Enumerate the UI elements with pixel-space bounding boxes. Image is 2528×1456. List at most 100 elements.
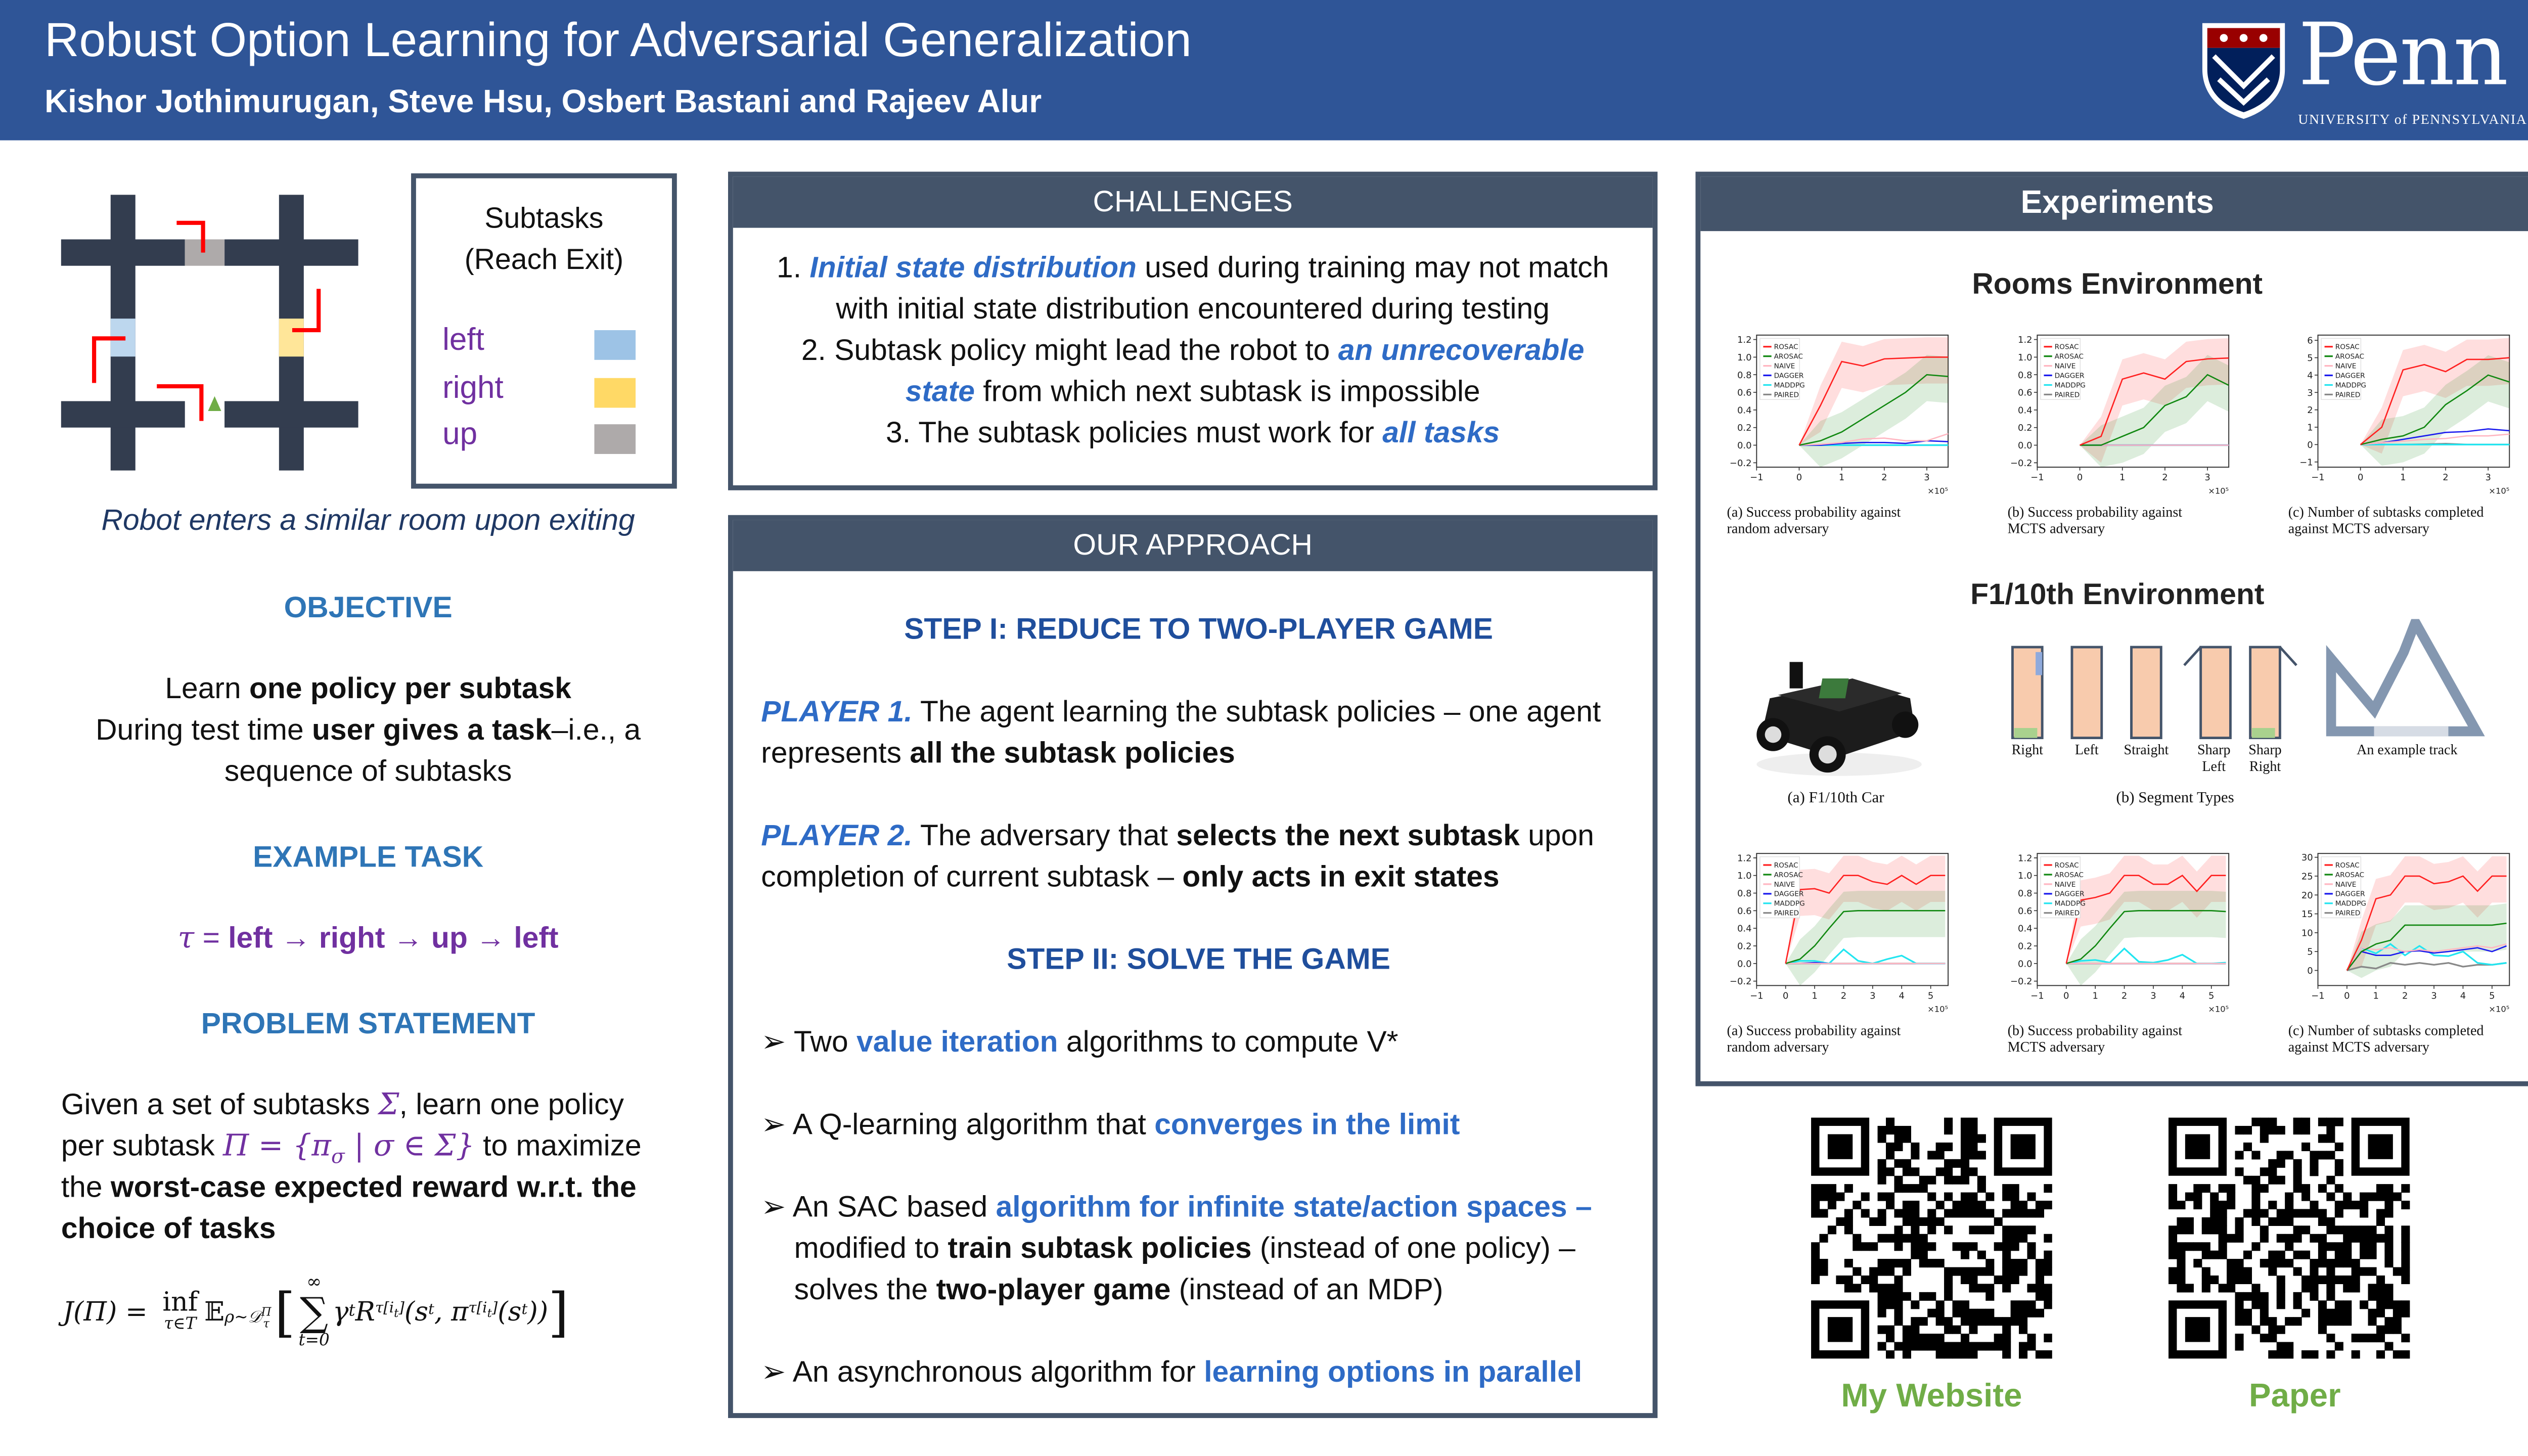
qr-module xyxy=(2276,1217,2285,1226)
qr-module xyxy=(2318,1308,2327,1317)
qr-module xyxy=(2301,1126,2311,1135)
legend-label: ROSAC xyxy=(1774,861,1798,870)
qr-module xyxy=(2251,1209,2261,1218)
qr-module xyxy=(2334,1184,2343,1193)
qr-module xyxy=(2326,1267,2335,1276)
qr-module xyxy=(1844,1209,1853,1218)
qr-module xyxy=(1911,1217,1920,1226)
qr-module xyxy=(1977,1308,1986,1317)
qr-module xyxy=(1902,1209,1911,1218)
qr-module xyxy=(1894,1292,1903,1301)
qr-module xyxy=(1969,1142,1978,1152)
y-tick-label: 1.0 xyxy=(1737,871,1752,881)
qr-module xyxy=(2268,1217,2277,1226)
qr-module xyxy=(2276,1292,2285,1301)
qr-module xyxy=(2401,1275,2410,1285)
qr-module xyxy=(2210,1250,2219,1259)
qr-module xyxy=(1960,1159,1970,1168)
qr-module xyxy=(2343,1284,2352,1293)
y-tick-label: 0.2 xyxy=(2018,941,2033,952)
subtasks-legend: Subtasks (Reach Exit) left right up xyxy=(411,173,677,489)
qr-module xyxy=(2334,1225,2343,1235)
qr-module xyxy=(1885,1126,1895,1135)
qr-module xyxy=(2235,1126,2244,1135)
qr-module xyxy=(1877,1126,1886,1135)
qr-module xyxy=(2035,1292,2044,1301)
qr-module xyxy=(2210,1275,2219,1285)
legend-label: AROSAC xyxy=(1774,353,1803,361)
chart-svg: −0.2 0.0 0.2 0.4 0.6 0.8 1.0 1.2 −1 0 1 2 3 4 5 ×10⁵ ROS… xyxy=(2008,853,2230,1055)
qr-module xyxy=(2318,1209,2327,1218)
player2-text: PLAYER 2. The adversary that selects the… xyxy=(761,818,1594,893)
qr-module xyxy=(1919,1250,1928,1259)
chart-svg: −0.2 0.0 0.2 0.4 0.6 0.8 1.0 1.2 −1 0 1 2 3 4 5 ×10⁵ ROS… xyxy=(1727,853,1949,1055)
qr-module xyxy=(2276,1284,2285,1293)
qr-module xyxy=(1960,1209,1970,1218)
qr-module xyxy=(1911,1317,1920,1326)
qr-module xyxy=(2251,1151,2261,1160)
website-qr-code[interactable] xyxy=(1811,1117,2052,1359)
qr-module xyxy=(2235,1217,2244,1226)
qr-module xyxy=(2010,1317,2019,1326)
chart-svg: −0.2 0.0 0.2 0.4 0.6 0.8 1.0 1.2 −1 0 1 2 3 ×10⁵ ROSAC… xyxy=(2008,334,2230,537)
qr-module xyxy=(1902,1184,1911,1193)
qr-module xyxy=(1985,1209,1995,1218)
legend-label: AROSAC xyxy=(2055,871,2084,879)
qr-module xyxy=(2368,1334,2377,1343)
qr-module xyxy=(2384,1201,2394,1210)
paper-link[interactable]: Paper xyxy=(2249,1378,2341,1415)
qr-module xyxy=(1902,1234,1911,1243)
qr-module xyxy=(2285,1259,2294,1268)
qr-module xyxy=(1952,1159,1961,1168)
y-tick-label: 0.4 xyxy=(1737,405,1752,416)
website-link[interactable]: My Website xyxy=(1841,1378,2022,1415)
qr-module xyxy=(1885,1142,1895,1152)
qr-module xyxy=(1885,1192,1895,1201)
qr-module xyxy=(2177,1217,2186,1226)
qr-module xyxy=(1985,1225,1995,1235)
legend-label: AROSAC xyxy=(2335,353,2364,361)
qr-module xyxy=(2392,1317,2402,1326)
qr-module xyxy=(1819,1184,1828,1193)
y-tick-label: 0.0 xyxy=(1737,440,1752,451)
x-tick-label: 4 xyxy=(2180,991,2185,1002)
qr-module xyxy=(2243,1175,2252,1185)
y-tick-label: 0.4 xyxy=(2018,405,2033,416)
qr-module xyxy=(1985,1317,1995,1326)
qr-module xyxy=(1885,1325,1895,1334)
qr-module xyxy=(1811,1242,1820,1251)
subtask-up-label: up xyxy=(442,418,478,452)
y-tick-label: −0.2 xyxy=(1730,976,1752,987)
qr-module xyxy=(2376,1308,2385,1317)
legend-box xyxy=(2040,338,2081,400)
qr-module xyxy=(1919,1242,1928,1251)
x-tick-label: 1 xyxy=(1812,991,1817,1002)
qr-module xyxy=(2019,1267,2028,1276)
chart-rooms-a: −0.2 0.0 0.2 0.4 0.6 0.8 1.0 1.2 −1 0 1 2 3 ×10⁵ ROSAC… xyxy=(1717,325,1965,556)
qr-module xyxy=(2044,1350,2052,1359)
qr-module xyxy=(1994,1275,2003,1285)
qr-module xyxy=(2218,1184,2227,1193)
qr-module xyxy=(2376,1325,2385,1334)
legend-label: PAIRED xyxy=(2335,909,2361,918)
paper-qr-code[interactable] xyxy=(2168,1117,2410,1359)
x-tick-label: 2 xyxy=(2162,472,2168,483)
qr-module xyxy=(1969,1242,1978,1251)
qr-module xyxy=(2268,1250,2277,1259)
qr-module xyxy=(1885,1167,1895,1176)
qr-module xyxy=(1960,1175,1970,1185)
qr-module xyxy=(2235,1267,2244,1276)
qr-module xyxy=(2334,1250,2343,1259)
qr-module xyxy=(2260,1117,2269,1126)
qr-module xyxy=(1861,1242,1870,1251)
qr-module xyxy=(2251,1217,2261,1226)
bullet-item: ➢ Two value iteration algorithms to comp… xyxy=(761,1025,1398,1059)
qr-module xyxy=(1969,1134,1978,1143)
confidence-band xyxy=(2360,338,2510,454)
qr-module xyxy=(2285,1242,2294,1251)
qr-module xyxy=(1944,1275,1953,1285)
qr-module xyxy=(2301,1275,2311,1285)
qr-module xyxy=(2334,1259,2343,1268)
segment-label: Sharp Right xyxy=(2248,741,2282,775)
qr-module xyxy=(2276,1350,2285,1359)
